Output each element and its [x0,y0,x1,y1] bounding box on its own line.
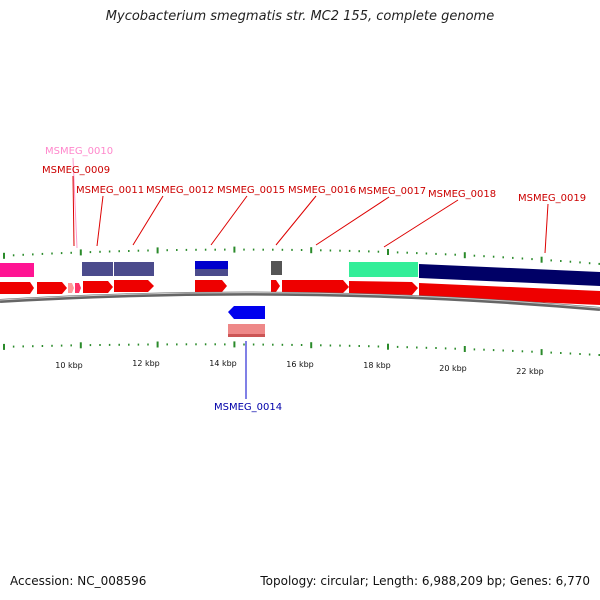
gene-label-msmeg-0010[interactable]: MSMEG_0010 [45,146,113,157]
feature-track-upper [0,261,600,286]
bottom-tick-row [3,341,600,356]
cds-arrow[interactable] [114,280,154,292]
gene-label-msmeg-0015[interactable]: MSMEG_0015 [217,185,285,196]
scale-label: 10 kbp [55,361,83,370]
gene-label-msmeg-0011[interactable]: MSMEG_0011 [76,185,144,196]
gene-label-msmeg-0009[interactable]: MSMEG_0009 [42,165,110,176]
forward-cds-track [0,280,600,305]
feature-block-slate-2[interactable] [114,262,154,276]
feature-block-slate-3[interactable] [195,269,228,276]
cds-arrow[interactable] [75,283,81,293]
gene-label-msmeg-0017[interactable]: MSMEG_0017 [358,186,426,197]
feature-block-navy[interactable] [419,264,600,286]
scale-label: 14 kbp [209,359,237,368]
scale-label: 12 kbp [132,359,160,368]
feature-block-pink[interactable] [0,263,34,277]
feature-block-slate-1[interactable] [82,262,113,276]
feature-block-salmon[interactable] [228,324,265,337]
feature-block-green[interactable] [349,262,418,277]
cds-arrow[interactable] [37,282,67,294]
scale-label: 22 kbp [516,367,544,376]
gene-label-msmeg-0016[interactable]: MSMEG_0016 [288,185,356,196]
genome-backbone-highlight [0,292,600,309]
cds-arrow[interactable] [419,283,600,305]
cds-arrow[interactable] [271,280,280,292]
scale-label: 16 kbp [286,360,314,369]
reverse-cds-track [228,306,265,337]
cds-arrow[interactable] [349,281,418,295]
accession-text: Accession: NC_008596 [10,574,147,588]
feature-block-gray[interactable] [271,261,282,275]
scale-label: 20 kbp [439,364,467,373]
top-tick-row [3,246,600,265]
label-leaders [72,157,549,399]
cds-arrow[interactable] [195,280,227,292]
gene-label-msmeg-0019[interactable]: MSMEG_0019 [518,193,586,204]
gene-label-msmeg-0018[interactable]: MSMEG_0018 [428,189,496,200]
cds-arrow[interactable] [68,283,74,293]
feature-block-blue[interactable] [195,261,228,269]
cds-arrow-reverse[interactable] [228,306,265,319]
gene-label-msmeg-0014[interactable]: MSMEG_0014 [214,402,282,413]
gene-labels: MSMEG_0010 MSMEG_0009 MSMEG_0011 MSMEG_0… [42,146,586,413]
map-title: Mycobacterium smegmatis str. MC2 155, co… [105,9,495,24]
scale-labels: 10 kbp 12 kbp 14 kbp 16 kbp 18 kbp 20 kb… [55,359,544,376]
scale-label: 18 kbp [363,361,391,370]
feature-block-salmon-shade [228,334,265,337]
gene-label-msmeg-0012[interactable]: MSMEG_0012 [146,185,214,196]
cds-arrow[interactable] [83,281,113,293]
cds-arrow[interactable] [282,280,349,293]
topology-text: Topology: circular; Length: 6,988,209 bp… [260,574,590,588]
cds-arrow[interactable] [0,282,34,294]
genome-backbone [0,291,600,311]
